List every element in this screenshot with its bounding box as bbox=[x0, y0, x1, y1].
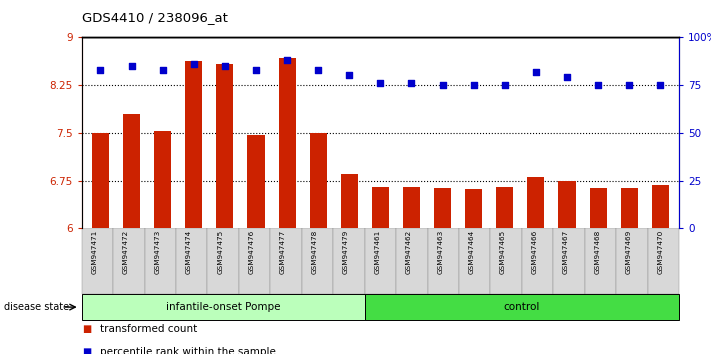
Point bbox=[375, 80, 386, 86]
Point bbox=[313, 67, 324, 73]
Text: GSM947475: GSM947475 bbox=[218, 230, 223, 274]
Text: GSM947477: GSM947477 bbox=[280, 230, 286, 274]
Point bbox=[655, 82, 666, 88]
Bar bbox=[247, 135, 264, 228]
Text: GSM947465: GSM947465 bbox=[500, 230, 506, 274]
Bar bbox=[372, 187, 389, 228]
Point bbox=[562, 74, 573, 80]
Bar bbox=[341, 174, 358, 228]
Point bbox=[95, 67, 106, 73]
Point bbox=[624, 82, 635, 88]
Text: GDS4410 / 238096_at: GDS4410 / 238096_at bbox=[82, 11, 228, 24]
Text: GSM947468: GSM947468 bbox=[594, 230, 600, 274]
Point bbox=[157, 67, 169, 73]
Text: GSM947473: GSM947473 bbox=[154, 230, 161, 274]
Bar bbox=[216, 64, 233, 228]
Text: ■: ■ bbox=[82, 324, 91, 334]
Point bbox=[219, 63, 230, 69]
Bar bbox=[589, 188, 606, 228]
Text: transformed count: transformed count bbox=[100, 324, 197, 334]
Bar bbox=[185, 61, 203, 228]
Point bbox=[406, 80, 417, 86]
Bar bbox=[92, 133, 109, 228]
Text: percentile rank within the sample: percentile rank within the sample bbox=[100, 347, 275, 354]
Point bbox=[188, 61, 199, 67]
Text: GSM947461: GSM947461 bbox=[375, 230, 380, 274]
Point bbox=[437, 82, 448, 88]
Bar bbox=[465, 189, 482, 228]
Bar bbox=[403, 187, 420, 228]
Text: GSM947466: GSM947466 bbox=[532, 230, 538, 274]
Text: GSM947470: GSM947470 bbox=[657, 230, 663, 274]
Text: GSM947463: GSM947463 bbox=[437, 230, 443, 274]
Text: infantile-onset Pompe: infantile-onset Pompe bbox=[166, 302, 280, 312]
Text: GSM947462: GSM947462 bbox=[406, 230, 412, 274]
Bar bbox=[154, 131, 171, 228]
Bar bbox=[558, 181, 576, 228]
Text: GSM947478: GSM947478 bbox=[311, 230, 318, 274]
Bar bbox=[621, 188, 638, 228]
Bar bbox=[123, 114, 140, 228]
Point bbox=[499, 82, 510, 88]
Text: GSM947476: GSM947476 bbox=[249, 230, 255, 274]
Point bbox=[126, 63, 137, 69]
Bar bbox=[528, 177, 545, 228]
Bar bbox=[652, 185, 669, 228]
Bar bbox=[434, 188, 451, 228]
Text: GSM947469: GSM947469 bbox=[626, 230, 632, 274]
Text: control: control bbox=[503, 302, 540, 312]
Point bbox=[250, 67, 262, 73]
Point bbox=[592, 82, 604, 88]
Point bbox=[468, 82, 479, 88]
Text: GSM947479: GSM947479 bbox=[343, 230, 349, 274]
Text: GSM947467: GSM947467 bbox=[563, 230, 569, 274]
Text: GSM947471: GSM947471 bbox=[92, 230, 97, 274]
Point bbox=[282, 57, 293, 63]
Point bbox=[530, 69, 542, 74]
Text: GSM947464: GSM947464 bbox=[469, 230, 475, 274]
Text: GSM947472: GSM947472 bbox=[123, 230, 129, 274]
Text: ■: ■ bbox=[82, 347, 91, 354]
Text: GSM947474: GSM947474 bbox=[186, 230, 192, 274]
Bar bbox=[496, 187, 513, 228]
Point bbox=[343, 73, 355, 78]
Bar bbox=[309, 133, 327, 228]
Bar bbox=[279, 58, 296, 228]
Text: disease state: disease state bbox=[4, 302, 69, 312]
